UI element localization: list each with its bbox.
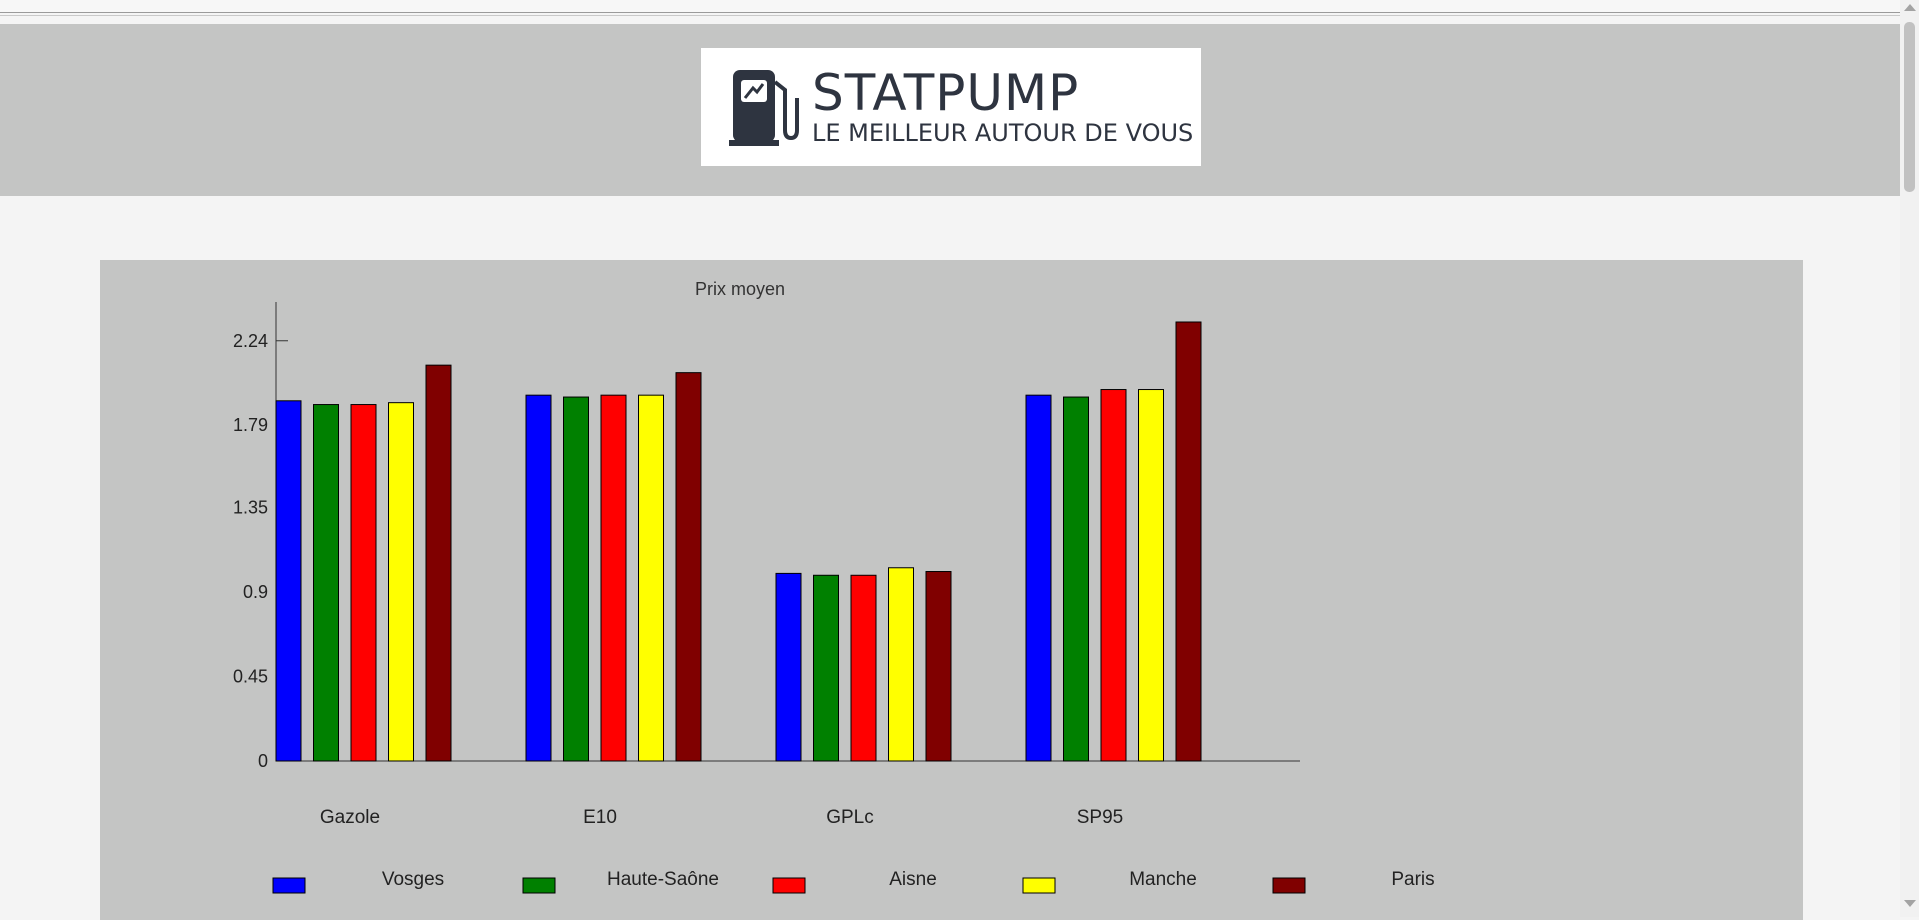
legend-label: Aisne <box>889 869 937 890</box>
logo-tagline-text: LE MEILLEUR AUTOUR DE VOUS <box>812 119 1194 147</box>
bar-gazole-3 <box>350 404 377 762</box>
bar-e10-1 <box>525 394 552 762</box>
bar-sp95-1 <box>1025 394 1052 762</box>
chart-bars: Gazole E10 GPLc SP95 <box>275 321 1202 828</box>
legend-swatch <box>772 877 806 894</box>
bar-gazole-2 <box>313 404 339 762</box>
y-tick-label: 0.9 <box>243 582 268 602</box>
bar-e10-2 <box>563 396 589 762</box>
bar-gazole-1 <box>275 400 302 762</box>
legend-label: Vosges <box>382 869 444 890</box>
divider <box>0 15 1900 16</box>
bar-sp95-3 <box>1100 389 1127 762</box>
y-tick-label: 1.35 <box>233 498 268 518</box>
bar-gplc-3 <box>850 574 877 762</box>
legend-swatch <box>1022 877 1056 894</box>
y-tick-label: 1.79 <box>233 415 268 435</box>
chart-title: Prix moyen <box>695 279 785 299</box>
y-tick-label: 2.24 <box>233 331 268 351</box>
y-tick-label: 0.45 <box>233 667 268 687</box>
x-category-label: GPLc <box>826 807 874 828</box>
x-category-label: SP95 <box>1077 807 1123 828</box>
bar-e10-3 <box>600 394 627 762</box>
bar-gplc-2 <box>813 574 839 762</box>
legend-label: Manche <box>1129 869 1197 890</box>
bar-e10-4 <box>638 394 664 762</box>
bar-gazole-5 <box>425 364 452 762</box>
x-category-label: Gazole <box>320 807 380 828</box>
x-category-label: E10 <box>583 807 617 828</box>
statpump-logo[interactable]: STATPUMP LE MEILLEUR AUTOUR DE VOUS <box>701 48 1201 166</box>
legend-swatch <box>1272 877 1306 894</box>
bar-gazole-4 <box>388 402 414 762</box>
bar-gplc-4 <box>888 567 914 762</box>
legend-swatch <box>272 877 306 894</box>
y-tick-label: 0 <box>258 751 268 771</box>
bar-chart: Prix moyen 0 0.45 0.9 1.35 1.79 2.24 Gazole E1… <box>233 279 1435 894</box>
bar-gplc-5 <box>925 571 952 762</box>
bar-sp95-2 <box>1063 396 1089 762</box>
chart-axes: 0 0.45 0.9 1.35 1.79 2.24 <box>233 302 1300 771</box>
bar-gplc-1 <box>775 572 802 762</box>
scroll-up-icon[interactable] <box>1904 4 1916 11</box>
legend-label: Haute-Saône <box>607 869 719 890</box>
bar-sp95-4 <box>1138 389 1164 762</box>
fuel-pump-icon <box>729 70 799 146</box>
chart-legend: Vosges Haute-Saône Aisne Manche Paris <box>272 869 1435 894</box>
bar-e10-5 <box>675 372 702 762</box>
logo-brand-text: STATPUMP <box>812 64 1080 122</box>
scroll-down-icon[interactable] <box>1904 900 1916 907</box>
bar-sp95-5 <box>1175 321 1202 762</box>
legend-swatch <box>522 877 556 894</box>
chart-panel: Prix moyen 0 0.45 0.9 1.35 1.79 2.24 Gazole E1… <box>100 260 1803 920</box>
scrollbar-thumb[interactable] <box>1904 22 1915 192</box>
window-top-bar <box>0 0 1900 13</box>
vertical-scrollbar[interactable] <box>1900 0 1919 917</box>
legend-label: Paris <box>1391 869 1434 890</box>
